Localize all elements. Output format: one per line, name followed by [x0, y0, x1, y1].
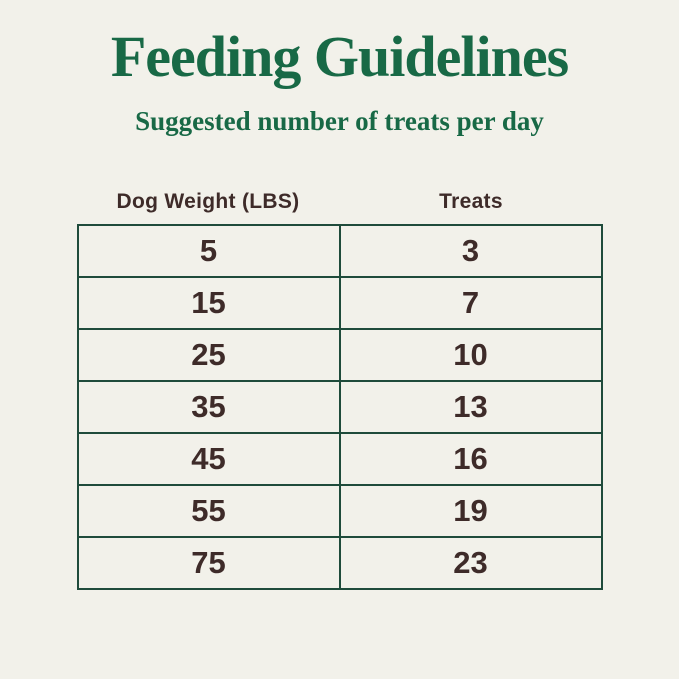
page-subtitle: Suggested number of treats per day [135, 106, 544, 136]
feeding-table-body: 5 3 15 7 25 10 35 13 45 16 55 19 75 23 [76, 224, 603, 590]
dog-weight-cell: 35 [76, 380, 341, 434]
dog-weight-cell: 45 [76, 432, 341, 486]
table-column-headers: Dog Weight (LBS) Treats [77, 190, 603, 214]
dog-weight-cell: 5 [76, 224, 341, 278]
dog-weight-cell: 55 [76, 484, 341, 538]
page-title: Feeding Guidelines [110, 24, 569, 89]
treats-cell: 19 [338, 484, 603, 538]
table-row: 45 16 [76, 432, 603, 486]
treats-cell: 13 [338, 380, 603, 434]
dog-weight-cell: 75 [76, 536, 341, 590]
table-row: 35 13 [76, 380, 603, 434]
dog-weight-cell: 15 [76, 276, 341, 330]
treats-cell: 3 [338, 224, 603, 278]
table-row: 25 10 [76, 328, 603, 382]
table-row: 75 23 [76, 536, 603, 590]
treats-cell: 16 [338, 432, 603, 486]
table-row: 55 19 [76, 484, 603, 538]
dog-weight-cell: 25 [76, 328, 341, 382]
treats-cell: 7 [338, 276, 603, 330]
column-header-treats: Treats [439, 190, 503, 213]
treats-cell: 23 [338, 536, 603, 590]
table-row: 15 7 [76, 276, 603, 330]
feeding-table: 5 3 15 7 25 10 35 13 45 16 55 19 75 23 [76, 224, 603, 590]
column-header-dog-weight: Dog Weight (LBS) [116, 190, 300, 213]
treats-cell: 10 [338, 328, 603, 382]
